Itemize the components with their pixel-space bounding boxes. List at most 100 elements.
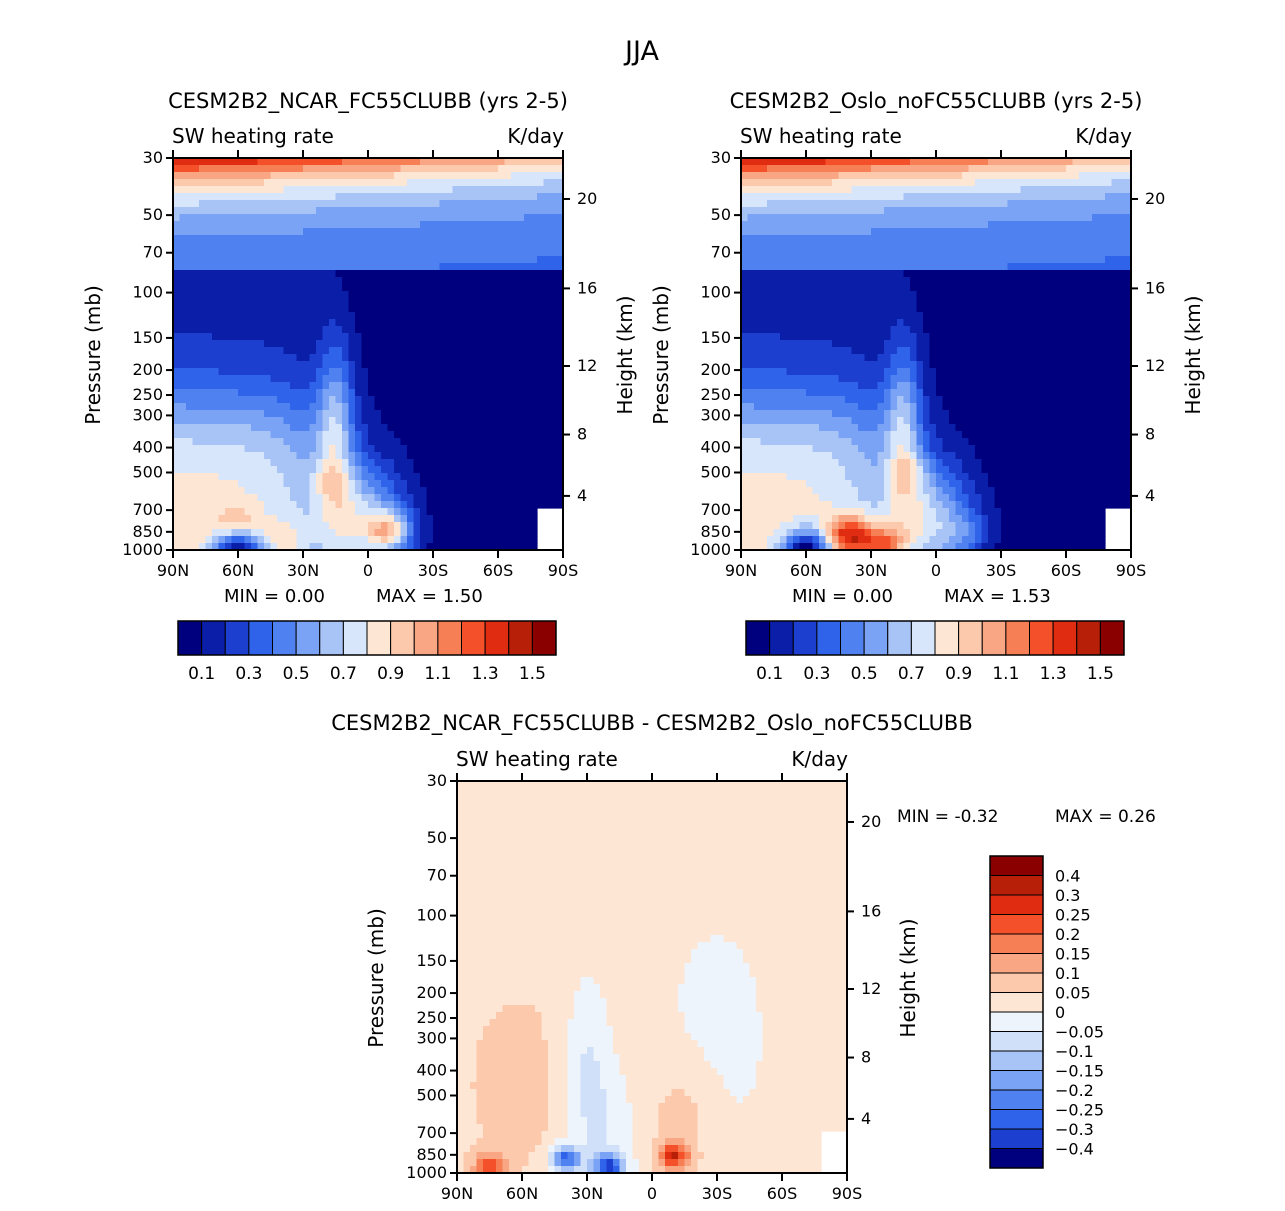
contour-cell: [1020, 200, 1028, 208]
contour-cell: [1118, 179, 1126, 187]
contour-cell: [433, 249, 441, 257]
contour-cell: [1111, 207, 1119, 215]
contour-cell: [342, 284, 350, 292]
contour-cell: [238, 494, 246, 502]
contour-cell: [1027, 333, 1035, 341]
contour-cell: [199, 368, 207, 376]
contour-cell: [231, 333, 239, 341]
contour-cell: [504, 487, 512, 495]
contour-cell: [478, 256, 486, 264]
contour-cell: [884, 249, 892, 257]
contour-cell: [754, 172, 762, 180]
contour-cell: [1014, 193, 1022, 201]
contour-cell: [238, 354, 246, 362]
contour-cell: [439, 431, 447, 439]
contour-cell: [244, 382, 252, 390]
contour-cell: [524, 522, 532, 530]
contour-cell: [897, 165, 905, 173]
contour-cell: [1079, 319, 1087, 327]
contour-cell: [929, 193, 937, 201]
contour-cell: [231, 480, 239, 488]
contour-cell: [244, 396, 252, 404]
contour-cell: [897, 221, 905, 229]
contour-cell: [819, 186, 827, 194]
contour-cell: [975, 179, 983, 187]
contour-cell: [368, 228, 376, 236]
contour-cell: [550, 221, 558, 229]
contour-cell: [825, 158, 833, 166]
contour-cell: [556, 389, 563, 397]
contour-cell: [491, 347, 499, 355]
contour-cell: [446, 466, 454, 474]
contour-cell: [192, 158, 200, 166]
contour-cell: [257, 270, 265, 278]
contour-cell: [251, 368, 259, 376]
contour-cell: [322, 263, 330, 271]
contour-cell: [218, 333, 226, 341]
contour-cell: [264, 319, 272, 327]
contour-cell: [446, 473, 454, 481]
contour-cell: [786, 326, 794, 334]
contour-cell: [426, 508, 434, 516]
contour-cell: [1092, 249, 1100, 257]
contour-cell: [413, 368, 421, 376]
contour-cell: [773, 256, 781, 264]
contour-cell: [459, 347, 467, 355]
contour-cell: [374, 235, 382, 243]
contour-cell: [420, 319, 428, 327]
contour-cell: [864, 200, 872, 208]
contour-cell: [277, 340, 285, 348]
contour-cell: [439, 410, 447, 418]
contour-cell: [485, 165, 493, 173]
contour-cell: [524, 200, 532, 208]
contour-cell: [283, 207, 291, 215]
contour-cell: [238, 291, 246, 299]
contour-cell: [439, 277, 447, 285]
contour-cell: [212, 417, 220, 425]
contour-cell: [884, 298, 892, 306]
contour-cell: [511, 354, 519, 362]
contour-cell: [1124, 242, 1131, 250]
contour-cell: [238, 375, 246, 383]
contour-cell: [368, 536, 376, 544]
contour-cell: [426, 158, 434, 166]
contour-cell: [192, 221, 200, 229]
contour-cell: [257, 361, 265, 369]
contour-cell: [1111, 221, 1119, 229]
contour-cell: [517, 214, 525, 222]
contour-cell: [394, 256, 402, 264]
contour-cell: [747, 256, 755, 264]
contour-cell: [819, 326, 827, 334]
contour-cell: [929, 263, 937, 271]
contour-cell: [413, 431, 421, 439]
contour-cell: [1040, 312, 1048, 320]
contour-cell: [799, 228, 807, 236]
contour-cell: [1001, 319, 1009, 327]
colorbar: 0.1 0.3 0.5 0.7 0.9 1.1 1.3 1.5: [177, 620, 557, 684]
colorbar-swatch: [508, 620, 533, 656]
contour-cell: [283, 249, 291, 257]
contour-cell: [1079, 221, 1087, 229]
contour-cell: [251, 165, 259, 173]
contour-cell: [916, 200, 924, 208]
contour-cell: [543, 445, 551, 453]
contour-cell: [1014, 214, 1022, 222]
contour-cell: [1079, 284, 1087, 292]
contour-cell: [981, 165, 989, 173]
contour-cell: [381, 536, 389, 544]
contour-cell: [186, 298, 194, 306]
contour-cell: [780, 228, 788, 236]
contour-cell: [485, 200, 493, 208]
contour-cell: [903, 158, 911, 166]
contour-cell: [504, 529, 512, 537]
contour-cell: [335, 242, 343, 250]
contour-cell: [186, 396, 194, 404]
contour-cell: [760, 235, 768, 243]
contour-cell: [283, 410, 291, 418]
contour-cell: [741, 193, 749, 201]
contour-cell: [550, 410, 558, 418]
contour-cell: [277, 354, 285, 362]
contour-cell: [316, 333, 324, 341]
contour-cell: [491, 186, 499, 194]
contour-cell: [543, 480, 551, 488]
